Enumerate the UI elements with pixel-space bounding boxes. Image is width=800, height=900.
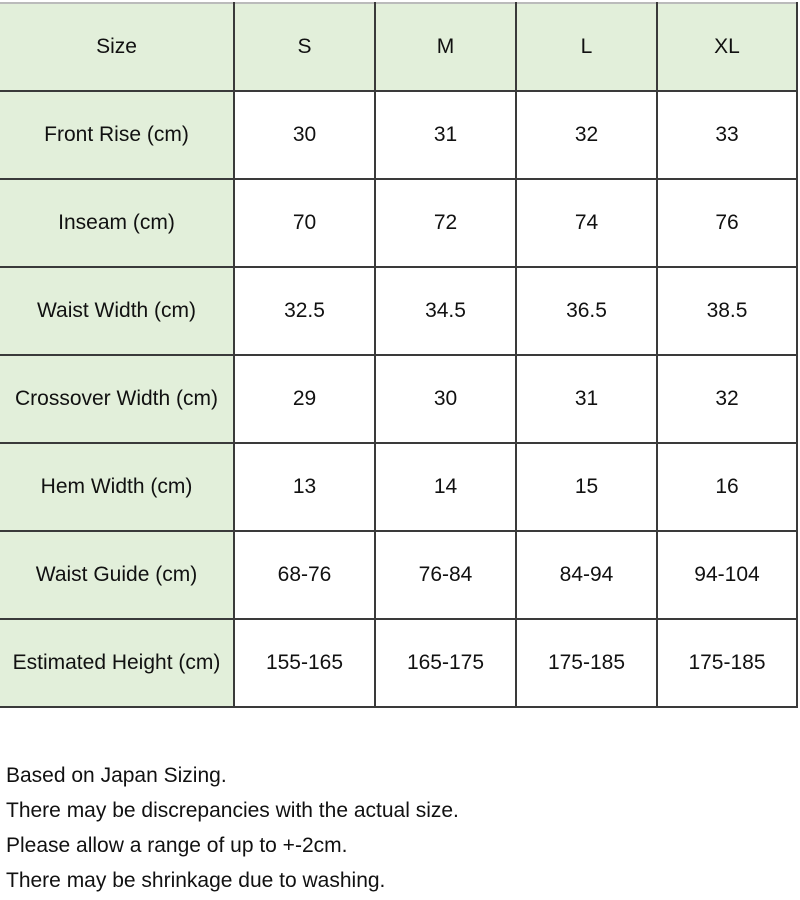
table-cell: 13 [233, 442, 376, 532]
table-cell: 36.5 [515, 266, 658, 356]
table-cell: 68-76 [233, 530, 376, 620]
row-label: Inseam (cm) [0, 178, 235, 268]
table-row: Estimated Height (cm) 155-165 165-175 175-1… [0, 618, 798, 708]
table-row: Hem Width (cm) 13 14 15 16 [0, 442, 798, 532]
table-cell: 32.5 [233, 266, 376, 356]
table-cell: 14 [374, 442, 517, 532]
note-line: There may be shrinkage due to washing. [6, 869, 386, 892]
table-row: Waist Guide (cm) 68-76 76-84 84-94 94-104 [0, 530, 798, 620]
table-row: Front Rise (cm) 30 31 32 33 [0, 90, 798, 180]
row-label: Front Rise (cm) [0, 90, 235, 180]
row-label: Crossover Width (cm) [0, 354, 235, 444]
header-size-l: L [515, 2, 658, 92]
table-cell: 165-175 [374, 618, 517, 708]
table-cell: 94-104 [656, 530, 798, 620]
table-cell: 32 [656, 354, 798, 444]
row-label: Hem Width (cm) [0, 442, 235, 532]
header-size-xl: XL [656, 2, 798, 92]
table-row: Crossover Width (cm) 29 30 31 32 [0, 354, 798, 444]
row-label: Waist Width (cm) [0, 266, 235, 356]
row-label: Estimated Height (cm) [0, 618, 235, 708]
table-cell: 84-94 [515, 530, 658, 620]
header-size-s: S [233, 2, 376, 92]
table-cell: 175-185 [515, 618, 658, 708]
table-cell: 31 [515, 354, 658, 444]
table-cell: 70 [233, 178, 376, 268]
table-cell: 32 [515, 90, 658, 180]
table-cell: 31 [374, 90, 517, 180]
table-cell: 38.5 [656, 266, 798, 356]
header-size-label: Size [0, 2, 235, 92]
table-cell: 175-185 [656, 618, 798, 708]
table-cell: 155-165 [233, 618, 376, 708]
table-cell: 16 [656, 442, 798, 532]
note-line: There may be discrepancies with the actu… [6, 799, 459, 822]
size-chart-table: Size S M L XL Front Rise (cm) 30 31 32 33 Inseam (… [0, 2, 798, 708]
header-size-m: M [374, 2, 517, 92]
table-row: Waist Width (cm) 32.5 34.5 36.5 38.5 [0, 266, 798, 356]
header-row: Size S M L XL [0, 2, 798, 92]
note-line: Please allow a range of up to +-2cm. [6, 834, 348, 857]
table-cell: 72 [374, 178, 517, 268]
table-cell: 15 [515, 442, 658, 532]
table-cell: 76 [656, 178, 798, 268]
table-cell: 76-84 [374, 530, 517, 620]
table-cell: 30 [233, 90, 376, 180]
table-cell: 74 [515, 178, 658, 268]
size-notes: Based on Japan Sizing. There may be discr… [6, 758, 459, 898]
row-label: Waist Guide (cm) [0, 530, 235, 620]
note-line: Based on Japan Sizing. [6, 764, 227, 787]
table-cell: 30 [374, 354, 517, 444]
table-cell: 34.5 [374, 266, 517, 356]
table-cell: 29 [233, 354, 376, 444]
table-cell: 33 [656, 90, 798, 180]
table-row: Inseam (cm) 70 72 74 76 [0, 178, 798, 268]
